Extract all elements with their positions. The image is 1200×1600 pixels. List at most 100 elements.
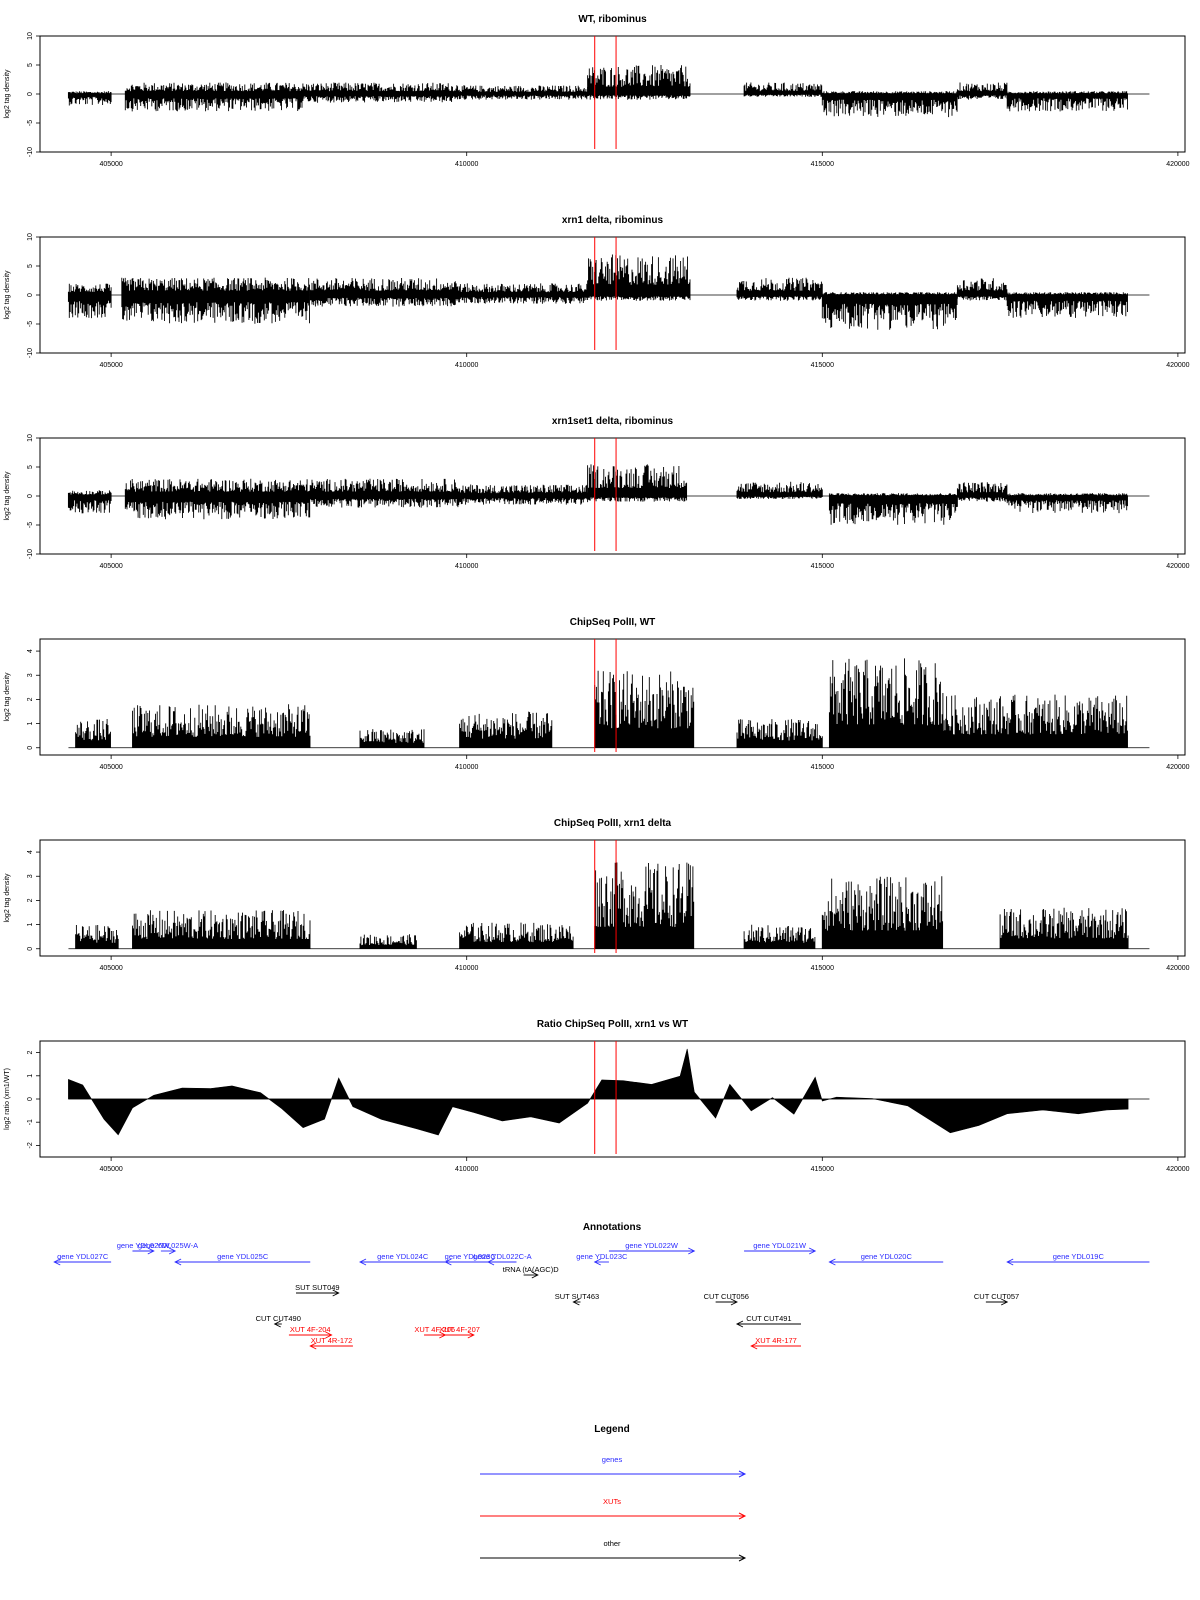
legend-arrowhead (738, 1470, 747, 1478)
y-tick-label: 0 (27, 1097, 34, 1101)
x-tick-label: 405000 (99, 965, 122, 972)
signal-bars (459, 711, 553, 748)
feature-label: CUT CUT056 (704, 1292, 749, 1301)
signal-segment (67, 91, 112, 106)
signal-bars (594, 670, 695, 748)
y-axis-label: log2 tag density (4, 270, 11, 320)
track-data (67, 254, 1128, 330)
annotation-feature: CUT CUT056 (704, 1292, 749, 1306)
feature-arrowhead (808, 1247, 817, 1255)
signal-segment (736, 719, 823, 748)
annotation-feature: gene YDL022C-A (473, 1252, 532, 1266)
signal-segment (594, 862, 695, 949)
plot-frame (39, 839, 1186, 957)
signal-bars (67, 91, 112, 106)
track-data (75, 862, 1129, 949)
signal-bars (942, 694, 1128, 748)
signal-bars (956, 278, 1008, 301)
signal-segment (459, 711, 553, 748)
signal-bars (67, 490, 112, 514)
panel-title: xrn1set1 delta, ribominus (552, 416, 674, 427)
signal-bars (1006, 292, 1128, 318)
track-panel: xrn1set1 delta, ribominus log2 tag densit… (4, 416, 1190, 570)
panel-title: xrn1 delta, ribominus (562, 215, 664, 226)
x-tick-label: 405000 (99, 563, 122, 570)
signal-bars (132, 704, 311, 748)
y-tick-label: 0 (27, 293, 34, 297)
y-tick-label: 10 (27, 233, 34, 241)
signal-bars (828, 658, 944, 748)
feature-arrowhead (467, 1331, 475, 1339)
panel-title: ChipSeq PolII, WT (570, 617, 656, 628)
signal-segment (956, 482, 1008, 502)
y-tick-label: 5 (27, 465, 34, 469)
annotation-feature: gene YDL023C (444, 1252, 497, 1266)
signal-segment (1006, 91, 1128, 112)
signal-bars (821, 292, 958, 330)
track-data (67, 464, 1128, 525)
feature-label: gene YDL023C (445, 1252, 497, 1261)
signal-segment (736, 277, 823, 301)
y-tick-label: 2 (27, 1051, 34, 1055)
signal-segment (821, 292, 958, 330)
feature-label: gene YDL020C (861, 1252, 913, 1261)
x-tick-label: 415000 (811, 764, 834, 771)
legend-title: Legend (594, 1424, 630, 1435)
track-panel: ChipSeq PolII, xrn1 delta log2 tag densit… (4, 818, 1190, 972)
signal-segment (459, 484, 589, 505)
signal-segment (821, 91, 958, 118)
signal-segment (459, 922, 574, 949)
feature-label: gene YDL025W-A (138, 1241, 198, 1250)
track-data (68, 1048, 1129, 1136)
signal-bars (309, 278, 461, 307)
annotations-title: Annotations (583, 1222, 642, 1233)
x-tick-label: 405000 (99, 1166, 122, 1173)
x-tick-label: 410000 (455, 362, 478, 369)
annotation-feature: CUT CUT490 (256, 1314, 301, 1328)
signal-segment (828, 493, 958, 525)
signal-bars (124, 82, 304, 112)
feature-label: gene YDL024C (377, 1252, 429, 1261)
panel-title: ChipSeq PolII, xrn1 delta (554, 818, 672, 829)
signal-bars (459, 922, 574, 949)
feature-label: XUT 4F-206 (414, 1325, 455, 1334)
y-tick-label: 0 (27, 494, 34, 498)
legend-label: other (603, 1539, 621, 1548)
track-panel: Ratio ChipSeq PolII, xrn1 vs WT log2 rati… (4, 1019, 1190, 1173)
x-tick-label: 415000 (811, 161, 834, 168)
legend-item: XUTs (480, 1497, 747, 1520)
signal-segment (587, 464, 688, 502)
feature-arrowhead (730, 1298, 738, 1306)
signal-segment (302, 82, 460, 103)
signal-bars (999, 907, 1129, 949)
annotation-feature: gene YDL024C (359, 1252, 446, 1266)
annotation-feature: gene YDL025W-A (138, 1241, 198, 1255)
y-tick-label: -2 (27, 1142, 34, 1148)
y-tick-label: -10 (27, 348, 34, 358)
feature-label: SUT SUT049 (295, 1283, 339, 1292)
track-data (75, 658, 1128, 748)
track-panel: WT, ribominus log2 tag density 10 5 0 -5 -10 40… (4, 14, 1190, 168)
y-tick-label: -5 (27, 522, 34, 528)
signal-segment (359, 934, 417, 949)
y-tick-label: 1 (27, 1074, 34, 1078)
signal-bars (75, 925, 119, 949)
y-tick-label: 0 (27, 746, 34, 750)
signal-segment (594, 670, 695, 748)
feature-arrowhead (325, 1331, 333, 1339)
feature-label: CUT CUT057 (974, 1292, 1019, 1301)
annotation-feature: XUT 4F-207 (439, 1325, 480, 1339)
signal-segment (132, 704, 311, 748)
legend-item: genes (480, 1455, 747, 1478)
feature-arrowhead (688, 1247, 696, 1255)
x-tick-label: 410000 (455, 1166, 478, 1173)
x-tick-label: 410000 (455, 161, 478, 168)
annotation-feature: CUT CUT491 (735, 1314, 801, 1328)
signal-bars (587, 254, 691, 301)
feature-label: XUT 4F-207 (439, 1325, 480, 1334)
signal-bars (743, 924, 816, 949)
signal-segment (124, 478, 311, 520)
signal-segment (743, 924, 816, 949)
